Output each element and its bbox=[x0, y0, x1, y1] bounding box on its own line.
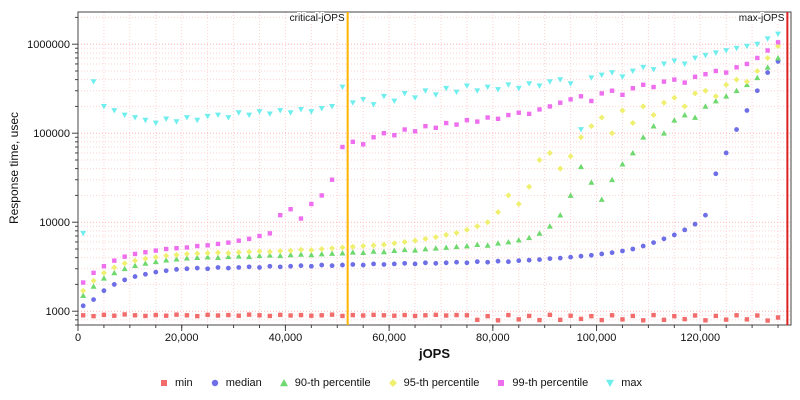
svg-text:60,000: 60,000 bbox=[372, 332, 406, 344]
legend-item-95-th-percentile: 95-th percentile bbox=[387, 377, 480, 389]
min-marker-icon bbox=[160, 380, 167, 386]
svg-text:120,000: 120,000 bbox=[680, 332, 720, 344]
chart-legend: min median 90-th percentile 95-th percentil… bbox=[0, 372, 800, 394]
95-th-percentile-marker-icon bbox=[388, 379, 397, 387]
series-99-th-percentile bbox=[80, 40, 781, 285]
legend-item-max: max bbox=[604, 377, 642, 389]
svg-text:1000: 1000 bbox=[46, 306, 70, 318]
legend-item-99-th-percentile: 99-th percentile bbox=[495, 377, 588, 389]
99-th-percentile-marker-icon bbox=[498, 380, 505, 386]
max-marker-icon bbox=[606, 379, 615, 387]
legend-label: max bbox=[621, 377, 643, 389]
svg-text:80,000: 80,000 bbox=[476, 332, 510, 344]
legend-item-median: median bbox=[209, 377, 262, 389]
legend-label: 90-th percentile bbox=[294, 377, 371, 389]
legend-label: min bbox=[174, 377, 193, 389]
series-min bbox=[80, 312, 781, 323]
legend-label: 99-th percentile bbox=[512, 377, 589, 389]
max-jops-label: max-jOPS bbox=[739, 13, 785, 24]
median-marker-icon bbox=[211, 379, 218, 387]
series-95-th-percentile bbox=[80, 43, 782, 294]
annotation-lines: critical-jOPS max-jOPS bbox=[288, 12, 789, 325]
svg-text:1000000: 1000000 bbox=[27, 39, 70, 51]
series-median bbox=[80, 59, 781, 309]
y-axis-label: Response time, usec bbox=[7, 111, 21, 225]
critical-jops-label: critical-jOPS bbox=[290, 13, 345, 24]
svg-text:0: 0 bbox=[75, 332, 81, 344]
legend-item-90-th-percentile: 90-th percentile bbox=[278, 377, 371, 389]
x-axis-label: jOPS bbox=[418, 346, 451, 361]
y-axis: 1000 10000 100000 1000000 bbox=[27, 16, 78, 326]
90-th-percentile-marker-icon bbox=[279, 379, 288, 387]
x-axis: 0 20,000 40,000 60,000 80,000 100,000 120,000 bbox=[75, 325, 779, 344]
series-90-th-percentile bbox=[80, 54, 782, 298]
svg-text:100,000: 100,000 bbox=[577, 332, 617, 344]
legend-label: 95-th percentile bbox=[403, 377, 480, 389]
legend-item-min: min bbox=[158, 377, 193, 389]
legend-label: median bbox=[225, 377, 262, 389]
svg-text:40,000: 40,000 bbox=[269, 332, 303, 344]
svg-text:100000: 100000 bbox=[33, 128, 70, 140]
svg-text:10000: 10000 bbox=[39, 217, 70, 229]
svg-text:20,000: 20,000 bbox=[165, 332, 199, 344]
series-max bbox=[80, 31, 782, 237]
gridlines bbox=[78, 12, 791, 325]
